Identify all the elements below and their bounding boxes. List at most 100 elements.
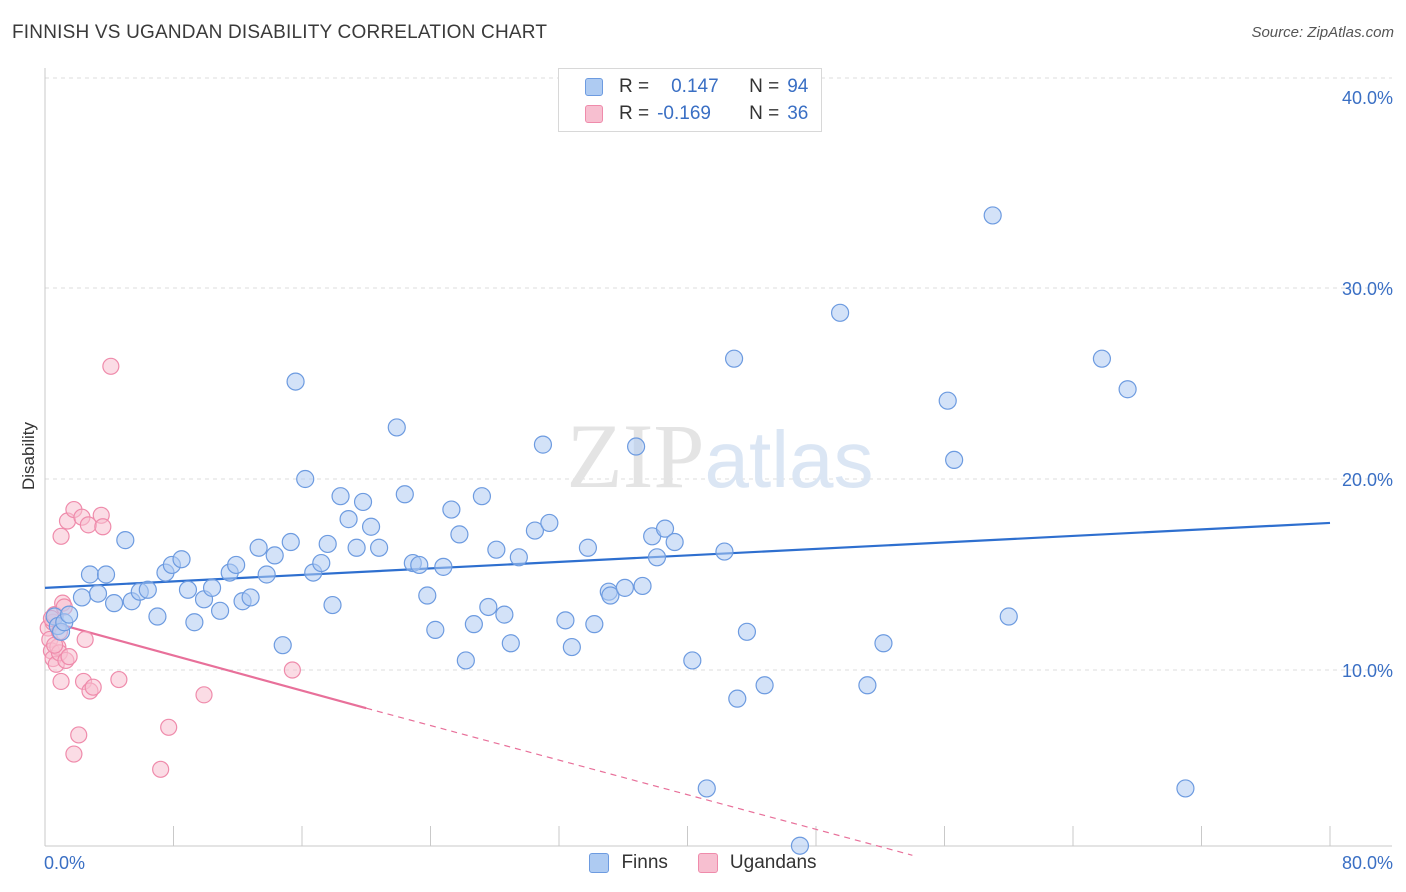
finns-point bbox=[387, 418, 406, 437]
finns-point bbox=[626, 437, 646, 456]
legend-r-label: R = bbox=[619, 76, 650, 97]
ugandans-point bbox=[52, 672, 70, 691]
finns-point bbox=[88, 584, 108, 603]
finns-trend-line bbox=[44, 521, 1331, 589]
ugandans-point bbox=[160, 718, 178, 736]
finns-point bbox=[562, 637, 581, 657]
ugandans-point bbox=[70, 726, 88, 744]
finns-point bbox=[339, 510, 358, 529]
finns-point bbox=[138, 580, 157, 599]
finns-point bbox=[59, 605, 79, 624]
finns-point bbox=[426, 620, 445, 639]
finns-point bbox=[241, 588, 260, 607]
finns-point bbox=[999, 607, 1018, 626]
finns-points bbox=[45, 206, 1195, 855]
finns-point bbox=[464, 615, 483, 634]
finns-point bbox=[80, 565, 100, 584]
ugandans-trend-extension bbox=[366, 707, 913, 856]
finns-point bbox=[418, 586, 437, 605]
finns-point bbox=[434, 557, 453, 576]
series-legend: Finns Ugandans bbox=[0, 852, 1406, 874]
x-tick-label: 0.0% bbox=[44, 853, 85, 873]
finns-point bbox=[479, 597, 498, 617]
ugandans-point bbox=[76, 630, 94, 649]
finns-point bbox=[172, 550, 191, 569]
finns-point bbox=[185, 613, 204, 632]
finns-point bbox=[683, 651, 702, 670]
finns-point bbox=[790, 836, 810, 855]
axes bbox=[44, 68, 1392, 847]
finns-point bbox=[273, 636, 292, 655]
tick-labels: 10.0% 20.0% 30.0% 40.0% 0.0% 80.0% bbox=[44, 88, 1393, 873]
finns-point bbox=[556, 611, 575, 630]
ugandans-legend-label: Ugandans bbox=[729, 852, 817, 873]
finns-point bbox=[945, 450, 964, 469]
ugandans-point bbox=[65, 745, 83, 763]
finns-legend-label: Finns bbox=[621, 852, 668, 873]
finns-point bbox=[257, 565, 276, 584]
source-label: Source: ZipAtlas.com bbox=[1251, 24, 1394, 41]
finns-point bbox=[665, 532, 684, 552]
y-tick-label: 20.0% bbox=[1342, 470, 1393, 490]
ugandans-swatch bbox=[585, 105, 603, 123]
finns-point bbox=[227, 555, 246, 575]
finns-point bbox=[655, 519, 675, 538]
finns-point bbox=[353, 492, 373, 512]
ugandans-point bbox=[60, 648, 78, 666]
ugandans-point bbox=[102, 357, 120, 375]
finns-point bbox=[72, 588, 92, 607]
finns-point bbox=[178, 580, 198, 599]
finns-point bbox=[737, 622, 757, 641]
legend-n-label: N = bbox=[749, 103, 780, 124]
ugandans-point bbox=[195, 686, 213, 704]
finns-point bbox=[1176, 779, 1195, 798]
finns-point bbox=[728, 689, 747, 708]
finns-point bbox=[1092, 349, 1112, 368]
finns-point bbox=[487, 540, 506, 559]
ugandans-point bbox=[110, 670, 128, 689]
finns-point bbox=[858, 676, 877, 695]
finns-point bbox=[501, 634, 520, 653]
ugandans-trend-line bbox=[44, 619, 367, 710]
finns-point bbox=[472, 487, 491, 506]
finns-point bbox=[1118, 380, 1137, 399]
finns-point bbox=[983, 206, 1002, 225]
finns-point bbox=[615, 578, 634, 597]
finns-point bbox=[585, 615, 604, 634]
finns-point bbox=[724, 349, 744, 368]
finns-point bbox=[318, 534, 337, 554]
chart-title: FINNISH VS UGANDAN DISABILITY CORRELATIO… bbox=[12, 22, 548, 43]
finns-point bbox=[874, 634, 893, 653]
finns-point bbox=[296, 469, 315, 489]
finns-point bbox=[525, 521, 545, 540]
finns-point bbox=[456, 651, 475, 670]
finns-point bbox=[210, 601, 230, 620]
ugandans-point bbox=[283, 661, 301, 679]
y-tick-label: 40.0% bbox=[1342, 88, 1393, 108]
finns-point bbox=[361, 517, 381, 536]
finns-point bbox=[370, 538, 389, 557]
finns-point bbox=[323, 595, 342, 615]
finns-point bbox=[331, 487, 350, 506]
finns-point bbox=[104, 594, 124, 613]
legend-n-value: 94 bbox=[787, 76, 809, 97]
finns-point bbox=[265, 546, 284, 565]
finns-point bbox=[647, 548, 667, 567]
y-tick-label: 30.0% bbox=[1342, 279, 1393, 299]
finns-swatch bbox=[585, 78, 603, 96]
finns-point bbox=[202, 578, 222, 597]
finns-point bbox=[755, 676, 774, 695]
finns-legend-swatch bbox=[589, 853, 610, 873]
finns-point bbox=[533, 435, 553, 454]
ugandans-point bbox=[152, 760, 170, 778]
finns-point bbox=[410, 555, 429, 575]
finns-point bbox=[578, 538, 598, 557]
legend-row-finns: R = 0.147 N = 94 bbox=[585, 75, 808, 99]
finns-point bbox=[509, 548, 528, 567]
legend-r-value: -0.169 bbox=[657, 103, 711, 124]
finns-point bbox=[148, 607, 167, 626]
finns-point bbox=[938, 391, 957, 410]
finns-point bbox=[601, 586, 620, 605]
finns-point bbox=[281, 532, 300, 552]
finns-point bbox=[347, 538, 366, 557]
